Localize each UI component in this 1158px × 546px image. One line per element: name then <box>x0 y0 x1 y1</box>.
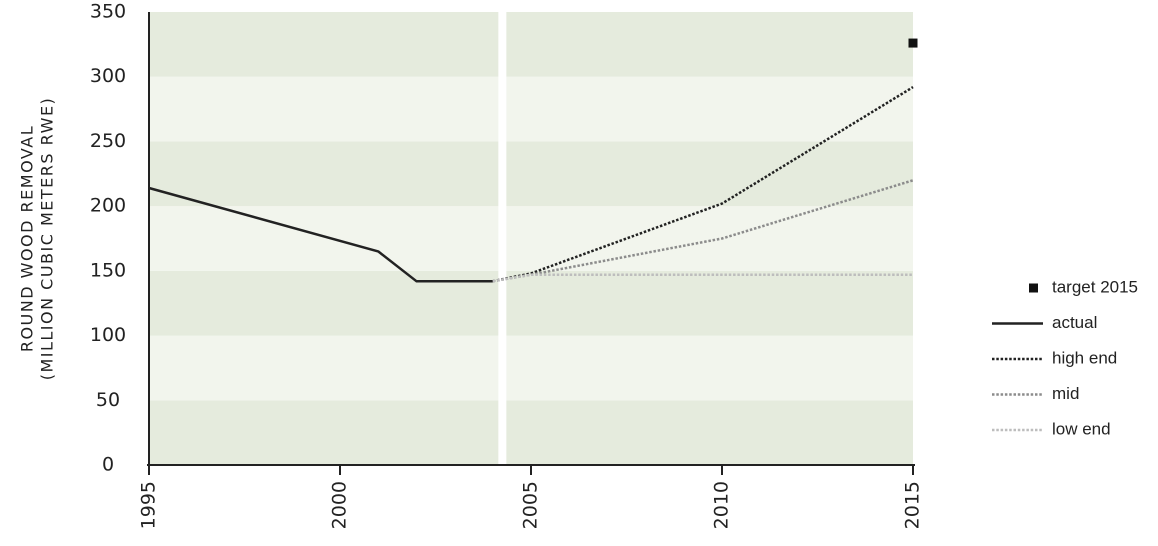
legend-label-high-end: high end <box>1052 348 1117 367</box>
x-tick-label: 2005 <box>520 481 542 529</box>
projection-divider <box>498 12 507 465</box>
y-tick-label: 100 <box>90 324 126 346</box>
series-line-actual <box>148 186 493 283</box>
legend-label-actual: actual <box>1052 313 1097 332</box>
grid-band <box>149 335 913 401</box>
grid-band <box>149 12 913 77</box>
grid-band <box>149 206 913 271</box>
legend-label-mid: mid <box>1052 384 1079 403</box>
x-tick-label: 2015 <box>902 481 924 529</box>
grid-band <box>149 270 913 336</box>
series-line-low-end <box>492 273 913 283</box>
y-tick-label: 0 <box>102 454 114 476</box>
legend-label-target-2015: target 2015 <box>1052 277 1138 296</box>
y-axis-label: ROUND WOOD REMOVAL (MILLION CUBIC METERS … <box>18 97 57 381</box>
legend-label-low-end: low end <box>1052 419 1111 438</box>
point-target-2015 <box>908 38 918 48</box>
y-tick-label: 150 <box>90 259 126 281</box>
x-axis-ticks: 1995 2000 2005 2010 2015 <box>138 465 924 529</box>
series-lines <box>148 86 914 283</box>
target-points <box>908 38 918 48</box>
grid-band <box>149 76 913 142</box>
plot-background <box>149 12 913 465</box>
projection-divider-line <box>498 12 507 465</box>
y-tick-label: 350 <box>90 1 126 23</box>
y-tick-label: 250 <box>90 130 126 152</box>
x-tick-label: 2010 <box>711 481 733 529</box>
y-axis-ticks: 0 50 100 150 200 250 300 350 <box>90 1 126 476</box>
y-tick-label: 300 <box>90 65 126 87</box>
y-axis-label-line: (MILLION CUBIC METERS RWE) <box>38 97 57 381</box>
grid-band <box>149 400 913 465</box>
grid-band <box>149 141 913 207</box>
y-tick-label: 50 <box>96 389 120 411</box>
legend: target 2015 actual high end mid low end <box>992 277 1138 438</box>
y-tick-label: 200 <box>90 195 126 217</box>
y-axis-label-line: ROUND WOOD REMOVAL <box>18 125 37 352</box>
legend-swatch-target-2015 <box>1029 283 1038 293</box>
x-tick-label: 2000 <box>329 481 351 529</box>
x-tick-label: 1995 <box>138 481 160 529</box>
